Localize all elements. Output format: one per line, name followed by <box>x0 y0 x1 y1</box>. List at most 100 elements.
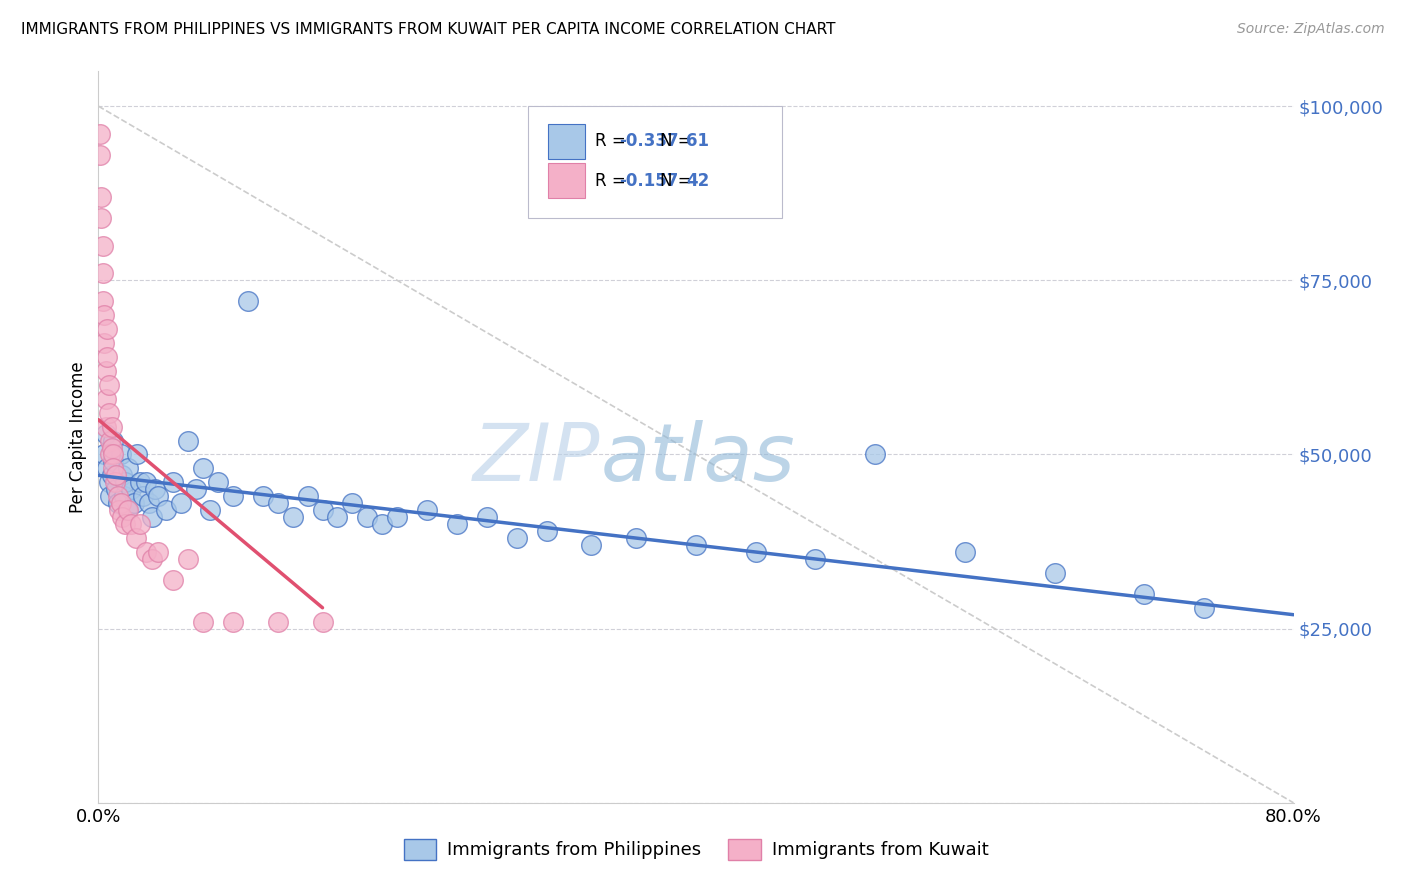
Point <box>745 545 768 559</box>
Text: 61: 61 <box>686 132 710 151</box>
Point <box>108 503 131 517</box>
Point <box>1192 600 1215 615</box>
Point <box>98 489 122 503</box>
Point <box>117 461 139 475</box>
Point <box>129 475 152 490</box>
Point <box>125 531 148 545</box>
Point <box>148 545 170 559</box>
Point <box>200 503 222 517</box>
Point <box>581 538 603 552</box>
Point <box>475 510 498 524</box>
Point <box>98 448 122 462</box>
Point <box>626 531 648 545</box>
Point <box>103 454 125 468</box>
Point <box>1043 566 1066 580</box>
Point <box>94 419 117 434</box>
Point <box>311 615 333 629</box>
Point <box>804 552 827 566</box>
Point <box>98 434 122 448</box>
Point <box>117 503 139 517</box>
Point <box>191 615 214 629</box>
Point <box>127 448 149 462</box>
Point <box>91 266 114 280</box>
Point <box>90 211 112 225</box>
Text: 42: 42 <box>686 171 710 189</box>
Point <box>124 496 146 510</box>
Point <box>169 496 191 510</box>
Point <box>101 468 124 483</box>
Text: -0.157: -0.157 <box>619 171 679 189</box>
Point <box>416 503 439 517</box>
Point <box>97 406 120 420</box>
Point <box>94 364 117 378</box>
Point <box>96 350 118 364</box>
Point <box>207 475 229 490</box>
Point <box>110 496 132 510</box>
Point <box>132 489 155 503</box>
Point <box>93 336 115 351</box>
Point <box>97 475 120 490</box>
Point <box>135 545 157 559</box>
Point <box>155 503 177 517</box>
Point <box>536 524 558 538</box>
Point <box>162 475 184 490</box>
Point <box>177 552 200 566</box>
Point <box>446 517 468 532</box>
Point <box>297 489 319 503</box>
Point <box>191 461 214 475</box>
Point <box>385 510 409 524</box>
Point <box>236 294 259 309</box>
Point <box>1133 587 1156 601</box>
Point <box>94 426 117 441</box>
Point <box>865 448 887 462</box>
Point <box>326 510 349 524</box>
Point <box>103 461 125 475</box>
Point <box>112 489 135 503</box>
Point <box>143 483 166 497</box>
Point <box>114 475 136 490</box>
Point <box>222 489 245 503</box>
Text: ZIP: ZIP <box>472 420 600 498</box>
Point <box>107 496 129 510</box>
Text: N =: N = <box>659 132 697 151</box>
Point <box>105 483 128 497</box>
Point <box>111 468 134 483</box>
Point <box>111 510 134 524</box>
Point <box>162 573 184 587</box>
Point <box>97 377 120 392</box>
Point <box>506 531 529 545</box>
Point <box>103 434 125 448</box>
Point <box>685 538 707 552</box>
Point <box>93 448 115 462</box>
Text: R =: R = <box>595 171 631 189</box>
Point <box>90 190 112 204</box>
Point <box>311 503 333 517</box>
Point <box>114 517 136 532</box>
Point <box>93 308 115 322</box>
Text: IMMIGRANTS FROM PHILIPPINES VS IMMIGRANTS FROM KUWAIT PER CAPITA INCOME CORRELAT: IMMIGRANTS FROM PHILIPPINES VS IMMIGRANT… <box>21 22 835 37</box>
Point <box>105 468 128 483</box>
Point <box>342 496 364 510</box>
Legend: Immigrants from Philippines, Immigrants from Kuwait: Immigrants from Philippines, Immigrants … <box>396 831 995 867</box>
Point <box>89 148 111 162</box>
Point <box>141 510 163 524</box>
Point <box>138 496 160 510</box>
Point <box>371 517 394 532</box>
Point <box>267 496 290 510</box>
Point <box>91 238 114 252</box>
Point <box>101 419 124 434</box>
Point <box>148 489 170 503</box>
Point <box>267 615 290 629</box>
Text: Source: ZipAtlas.com: Source: ZipAtlas.com <box>1237 22 1385 37</box>
Point <box>184 483 207 497</box>
Point <box>101 441 124 455</box>
Point <box>141 552 163 566</box>
Point <box>120 483 142 497</box>
Text: N =: N = <box>659 171 697 189</box>
Point <box>953 545 976 559</box>
Text: R =: R = <box>595 132 631 151</box>
Text: atlas: atlas <box>600 420 796 498</box>
Point <box>96 461 118 475</box>
Point <box>104 475 127 490</box>
Point <box>356 510 378 524</box>
